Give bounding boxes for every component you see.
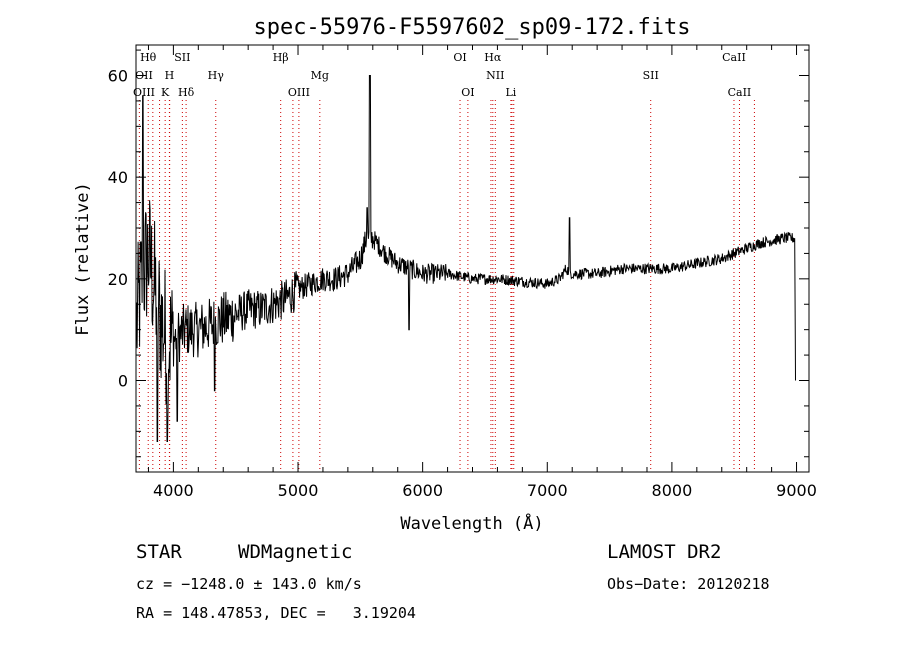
coordinates: RA = 148.47853, DEC = 3.19204 [136,604,416,622]
spectral-line-label: K [161,86,170,99]
spectral-line-label: CaII [728,86,752,99]
object-class: STAR [136,541,182,563]
spectrum-line [136,75,796,442]
spectral-line-label: Li [505,86,516,99]
spectral-line-label: Mg [311,69,329,82]
x-axis-ticks: 4000 5000 6000 7000 8000 9000 [147,45,817,500]
x-tick-label: 7000 [527,481,568,500]
spectral-line-label: Hβ [273,51,289,64]
spectral-line-label: OIII [288,86,310,99]
y-tick-label: 0 [118,372,128,391]
x-tick-label: 9000 [776,481,817,500]
redshift-velocity: cz = −1248.0 ± 143.0 km/s [136,575,362,593]
x-tick-label: 6000 [402,481,443,500]
spectral-line-label: OI [461,86,474,99]
x-tick-label: 8000 [652,481,693,500]
x-tick-label: 4000 [153,481,194,500]
y-tick-label: 40 [108,168,128,187]
y-tick-label: 60 [108,67,128,86]
observation-date: Obs−Date: 20120218 [607,575,770,593]
spectral-line-label: NII [486,69,504,82]
y-axis-ticks: 0 20 40 60 [108,49,809,458]
spectral-line-label: Hγ [208,69,225,82]
y-tick-label: 20 [108,270,128,289]
x-tick-label: 5000 [278,481,319,500]
spectral-line-label: SII [643,69,659,82]
survey-name: LAMOST DR2 [607,541,722,563]
spectral-line-label: Hδ [178,86,195,99]
y-axis-label: Flux (relative) [73,182,93,336]
spectral-line-label: OIII [133,86,155,99]
spectral-line-label: SII [174,51,190,64]
x-axis-label: Wavelength (Å) [400,512,543,534]
chart-title: spec-55976-F5597602_sp09-172.fits [253,15,690,40]
spectral-line-label: Hθ [140,51,157,64]
object-subclass: WDMagnetic [238,541,353,563]
spectral-line-label: H [165,69,175,82]
spectral-line-label: Hα [484,51,502,64]
spectral-line-label: OI [453,51,466,64]
spectral-line-label: CaII [722,51,746,64]
